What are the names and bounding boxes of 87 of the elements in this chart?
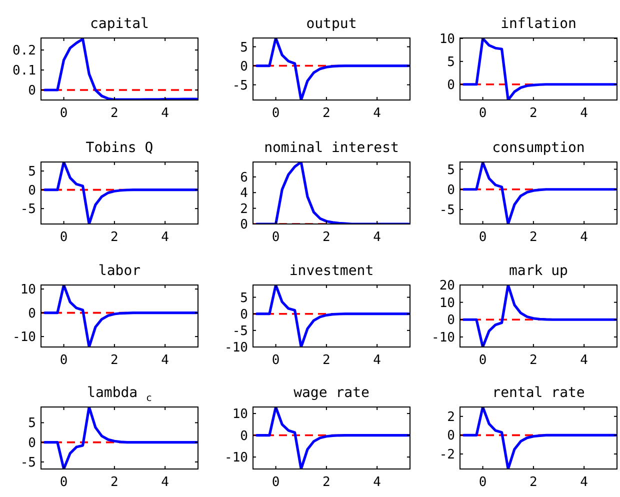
y-tick-label: -10 (224, 450, 248, 466)
x-tick-label: 2 (110, 230, 118, 245)
y-tick-label: 0 (28, 84, 36, 99)
x-tick-label: 2 (110, 353, 118, 368)
y-tick-label: -2 (439, 448, 455, 463)
y-tick-label: -5 (20, 202, 36, 218)
y-tick-label: 0 (447, 182, 455, 198)
x-tick-label: 2 (110, 106, 118, 121)
x-tick-label: 4 (161, 106, 170, 121)
y-tick-label: 4 (240, 186, 248, 202)
chart-title: mark up (508, 263, 568, 279)
y-tick-label: -10 (224, 340, 248, 356)
x-tick-label: 4 (580, 475, 588, 490)
chart-title: nominal interest (264, 140, 399, 156)
chart-title: output (306, 16, 357, 32)
x-tick-label: 2 (110, 475, 118, 490)
x-tick-label: 0 (478, 106, 487, 121)
x-tick-label: 4 (161, 353, 170, 368)
y-tick-label: 10 (232, 407, 248, 422)
x-tick-label: 0 (478, 475, 487, 490)
y-tick-label: 0 (447, 428, 455, 444)
x-tick-label: 4 (373, 230, 382, 245)
x-tick-label: 4 (373, 353, 382, 368)
x-tick-label: 2 (530, 475, 538, 490)
y-tick-label: 20 (439, 278, 455, 294)
y-tick-label: -10 (12, 330, 36, 346)
y-tick-label: 5 (240, 40, 248, 56)
x-tick-label: 0 (60, 475, 68, 490)
y-tick-label: 0 (240, 59, 248, 74)
y-tick-label: 0 (447, 78, 455, 93)
x-tick-label: 2 (322, 106, 330, 121)
y-tick-label: 0.1 (12, 64, 36, 79)
chart-title: consumption (492, 140, 585, 156)
chart-title: rental rate (492, 385, 585, 401)
chart-title: capital (90, 16, 150, 32)
x-tick-label: 0 (478, 353, 487, 368)
x-tick-label: 0 (272, 106, 280, 121)
y-tick-label: -5 (232, 324, 248, 339)
y-tick-label: -5 (20, 455, 36, 470)
y-tick-label: 10 (20, 282, 36, 298)
x-tick-label: 4 (161, 230, 170, 245)
chart-title: labor (98, 263, 141, 279)
y-tick-label: 0 (28, 183, 36, 198)
y-tick-label: 0 (28, 436, 36, 451)
x-tick-label: 4 (161, 475, 170, 490)
x-tick-label: 2 (530, 230, 538, 245)
x-tick-label: 2 (322, 475, 330, 490)
x-tick-label: 2 (322, 230, 330, 245)
x-tick-label: 0 (60, 106, 68, 121)
y-tick-label: 0 (240, 428, 248, 444)
y-tick-label: 5 (240, 290, 248, 306)
y-tick-label: 10 (439, 32, 455, 48)
x-tick-label: 0 (272, 230, 280, 245)
chart-title: wage rate (294, 385, 370, 401)
chart-title: lambda $_{c}$ (87, 385, 152, 404)
y-tick-label: 2 (240, 202, 248, 217)
y-tick-label: 5 (28, 416, 36, 432)
y-tick-label: 5 (447, 54, 455, 70)
x-tick-label: 0 (272, 353, 280, 368)
x-tick-label: 4 (580, 106, 588, 121)
chart-title: investment (289, 263, 374, 279)
x-tick-label: 4 (580, 353, 588, 368)
y-tick-label: 0 (240, 307, 248, 322)
x-tick-label: 0 (60, 353, 68, 368)
y-tick-label: 5 (28, 164, 36, 180)
x-tick-label: 0 (478, 230, 487, 245)
x-tick-label: 4 (580, 230, 588, 245)
y-tick-label: -5 (232, 78, 248, 94)
y-tick-label: 6 (240, 170, 248, 186)
x-tick-label: 0 (272, 475, 280, 490)
x-tick-label: 2 (322, 353, 330, 368)
y-tick-label: 0 (447, 313, 455, 328)
y-tick-label: 0.2 (12, 44, 36, 59)
y-tick-label: -10 (432, 330, 455, 346)
y-tick-label: 2 (447, 410, 455, 425)
chart-title: inflation (500, 16, 576, 32)
x-tick-label: 2 (530, 106, 538, 121)
y-tick-label: -5 (439, 203, 455, 218)
x-tick-label: 2 (530, 353, 538, 368)
y-tick-label: 0 (240, 218, 248, 233)
chart-title: Tobins Q (86, 140, 154, 156)
y-tick-label: 5 (447, 162, 455, 178)
x-tick-label: 4 (373, 106, 382, 121)
x-tick-label: 4 (373, 475, 382, 490)
y-tick-label: 10 (439, 296, 455, 311)
x-tick-label: 0 (60, 230, 68, 245)
y-tick-label: 0 (28, 306, 36, 322)
